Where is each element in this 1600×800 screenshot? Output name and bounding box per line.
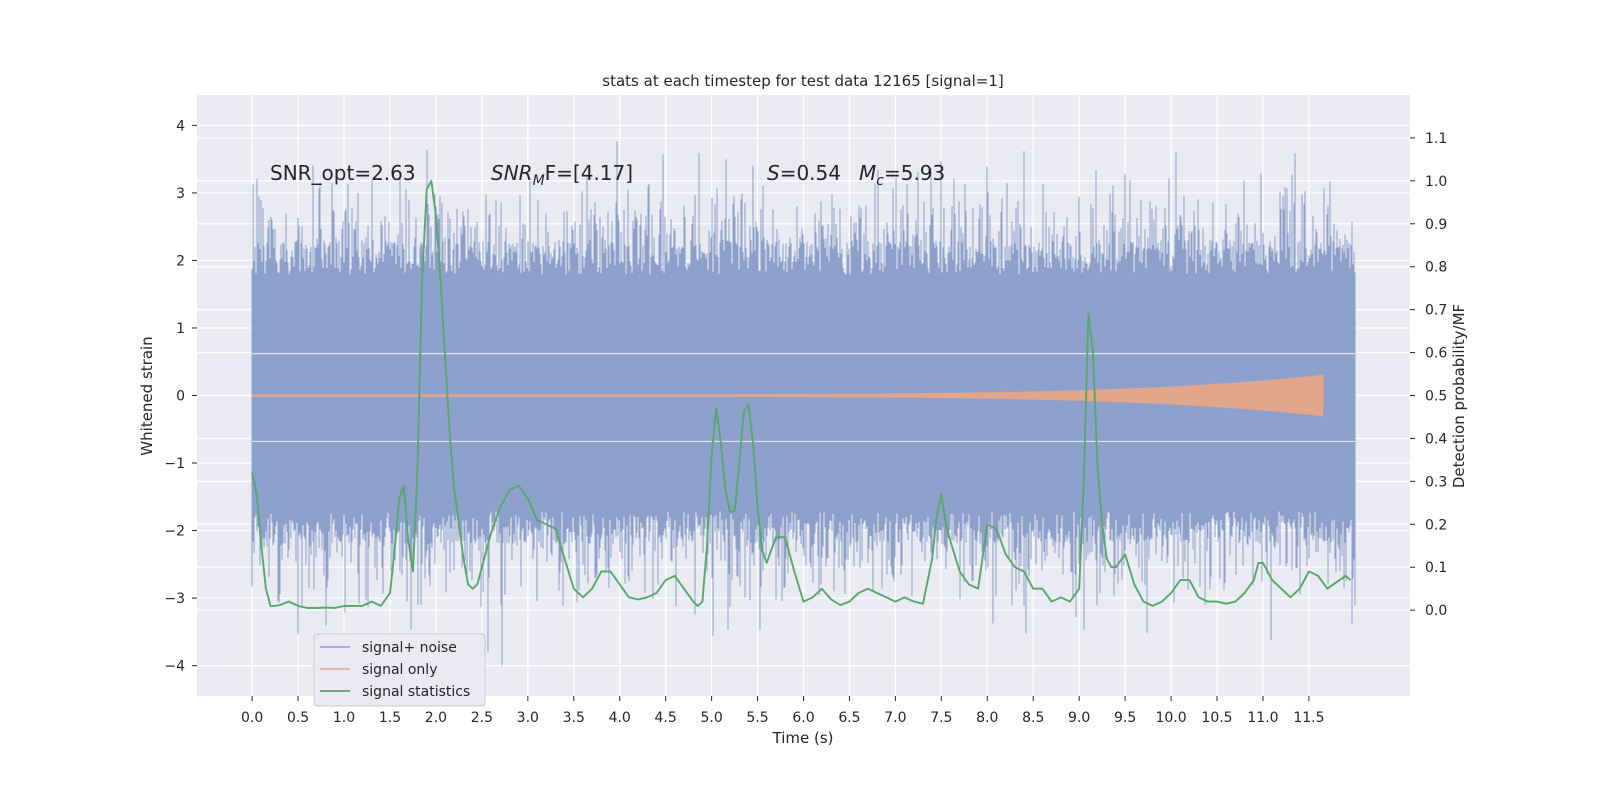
statistics-line xyxy=(251,179,1351,609)
y-left-tick-label: 4 xyxy=(176,118,185,134)
x-axis-label: Time (s) xyxy=(772,729,834,747)
x-tick-label: 2.5 xyxy=(471,710,493,726)
y-left-tick-label: 1 xyxy=(176,321,185,337)
x-tick-label: 9.0 xyxy=(1068,710,1090,726)
x-tick-label: 0.0 xyxy=(241,710,263,726)
chart-title: stats at each timestep for test data 121… xyxy=(602,72,1003,90)
y-left-tick-label: −4 xyxy=(164,659,185,675)
x-tick-label: 10.0 xyxy=(1155,710,1186,726)
y-right-tick-label: 0.0 xyxy=(1425,603,1447,619)
annotation-snr-opt: SNR_opt=2.63 xyxy=(270,161,416,185)
x-tick-label: 9.5 xyxy=(1114,710,1136,726)
x-tick-label: 4.0 xyxy=(609,710,631,726)
annotation-mc-symbol: M xyxy=(859,161,876,185)
y-axis-left-ticks: −4 −3 −2 −1 0 1 2 3 4 xyxy=(164,118,197,675)
x-tick-label: 6.0 xyxy=(792,710,814,726)
y-right-tick-label: 1.1 xyxy=(1425,131,1447,147)
x-tick-label: 8.0 xyxy=(976,710,998,726)
legend: signal+ noise signal only signal statist… xyxy=(313,633,486,707)
annotation-mc-value: =5.93 xyxy=(884,161,945,185)
x-tick-label: 7.5 xyxy=(930,710,952,726)
y-left-tick-label: 2 xyxy=(176,253,185,269)
annotation-snr-mf-subscript: M xyxy=(533,173,545,189)
x-tick-label: 11.5 xyxy=(1293,710,1324,726)
annotation-mc-subscript: c xyxy=(876,173,884,189)
y-axis-left-label: Whitened strain xyxy=(138,336,156,455)
x-tick-label: 0.5 xyxy=(287,710,309,726)
x-tick-label: 1.5 xyxy=(379,710,401,726)
x-tick-label: 4.5 xyxy=(655,710,677,726)
x-tick-label: 8.5 xyxy=(1022,710,1044,726)
y-right-tick-label: 0.4 xyxy=(1425,431,1447,447)
legend-box xyxy=(313,633,486,707)
signal-chirp xyxy=(251,374,1324,417)
series-signal-only xyxy=(251,374,1324,417)
annotation-mc: Mc=5.93 xyxy=(859,161,945,189)
annotation-s: S=0.54 xyxy=(767,161,841,185)
legend-label-signal-statistics: signal statistics xyxy=(362,684,470,700)
annotations: SNR_opt=2.63 SNRMF=[4.17] S=0.54 Mc=5.93 xyxy=(270,161,945,189)
x-tick-label: 2.0 xyxy=(425,710,447,726)
annotation-s-symbol: S xyxy=(767,161,780,185)
x-tick-label: 3.5 xyxy=(563,710,585,726)
y-left-tick-label: −1 xyxy=(164,456,185,472)
y-right-tick-label: 0.3 xyxy=(1425,474,1447,490)
y-left-tick-label: 0 xyxy=(176,389,185,405)
y-right-tick-label: 1.0 xyxy=(1425,174,1447,190)
x-tick-label: 7.0 xyxy=(884,710,906,726)
x-tick-label: 3.0 xyxy=(517,710,539,726)
y-right-tick-label: 0.5 xyxy=(1425,389,1447,405)
y-right-tick-label: 0.1 xyxy=(1425,560,1447,576)
legend-label-signal-noise: signal+ noise xyxy=(362,640,457,656)
annotation-snr-mf-value: F=[4.17] xyxy=(545,161,633,185)
x-tick-label: 1.0 xyxy=(333,710,355,726)
y-right-tick-label: 0.8 xyxy=(1425,260,1447,276)
y-axis-right-ticks: 0.0 0.1 0.2 0.3 0.4 0.5 0.6 0.7 0.8 0.9 1.0 1.1 xyxy=(1410,131,1447,619)
series-signal-statistics xyxy=(251,179,1351,609)
x-tick-label: 5.0 xyxy=(700,710,722,726)
legend-label-signal-only: signal only xyxy=(362,662,437,678)
x-tick-label: 5.5 xyxy=(746,710,768,726)
x-axis-ticks: 0.0 0.5 1.0 1.5 2.0 2.5 3.0 3.5 4.0 4.5 5.0 5.5 6.0 6… xyxy=(241,696,1325,726)
annotation-snr-mf-symbol: SNR xyxy=(491,161,533,185)
y-left-tick-label: −3 xyxy=(164,591,185,607)
x-tick-label: 11.0 xyxy=(1247,710,1278,726)
x-tick-label: 10.5 xyxy=(1201,710,1232,726)
y-axis-right-label: Detection probability/MF xyxy=(1450,304,1468,488)
annotation-s-value: =0.54 xyxy=(780,161,841,185)
y-left-tick-label: 3 xyxy=(176,186,185,202)
y-right-tick-label: 0.6 xyxy=(1425,346,1447,362)
y-right-tick-label: 0.9 xyxy=(1425,217,1447,233)
x-tick-label: 6.5 xyxy=(838,710,860,726)
y-left-tick-label: −2 xyxy=(164,524,185,540)
y-right-tick-label: 0.2 xyxy=(1425,517,1447,533)
annotation-snr-mf: SNRMF=[4.17] xyxy=(491,161,633,189)
y-right-tick-label: 0.7 xyxy=(1425,303,1447,319)
